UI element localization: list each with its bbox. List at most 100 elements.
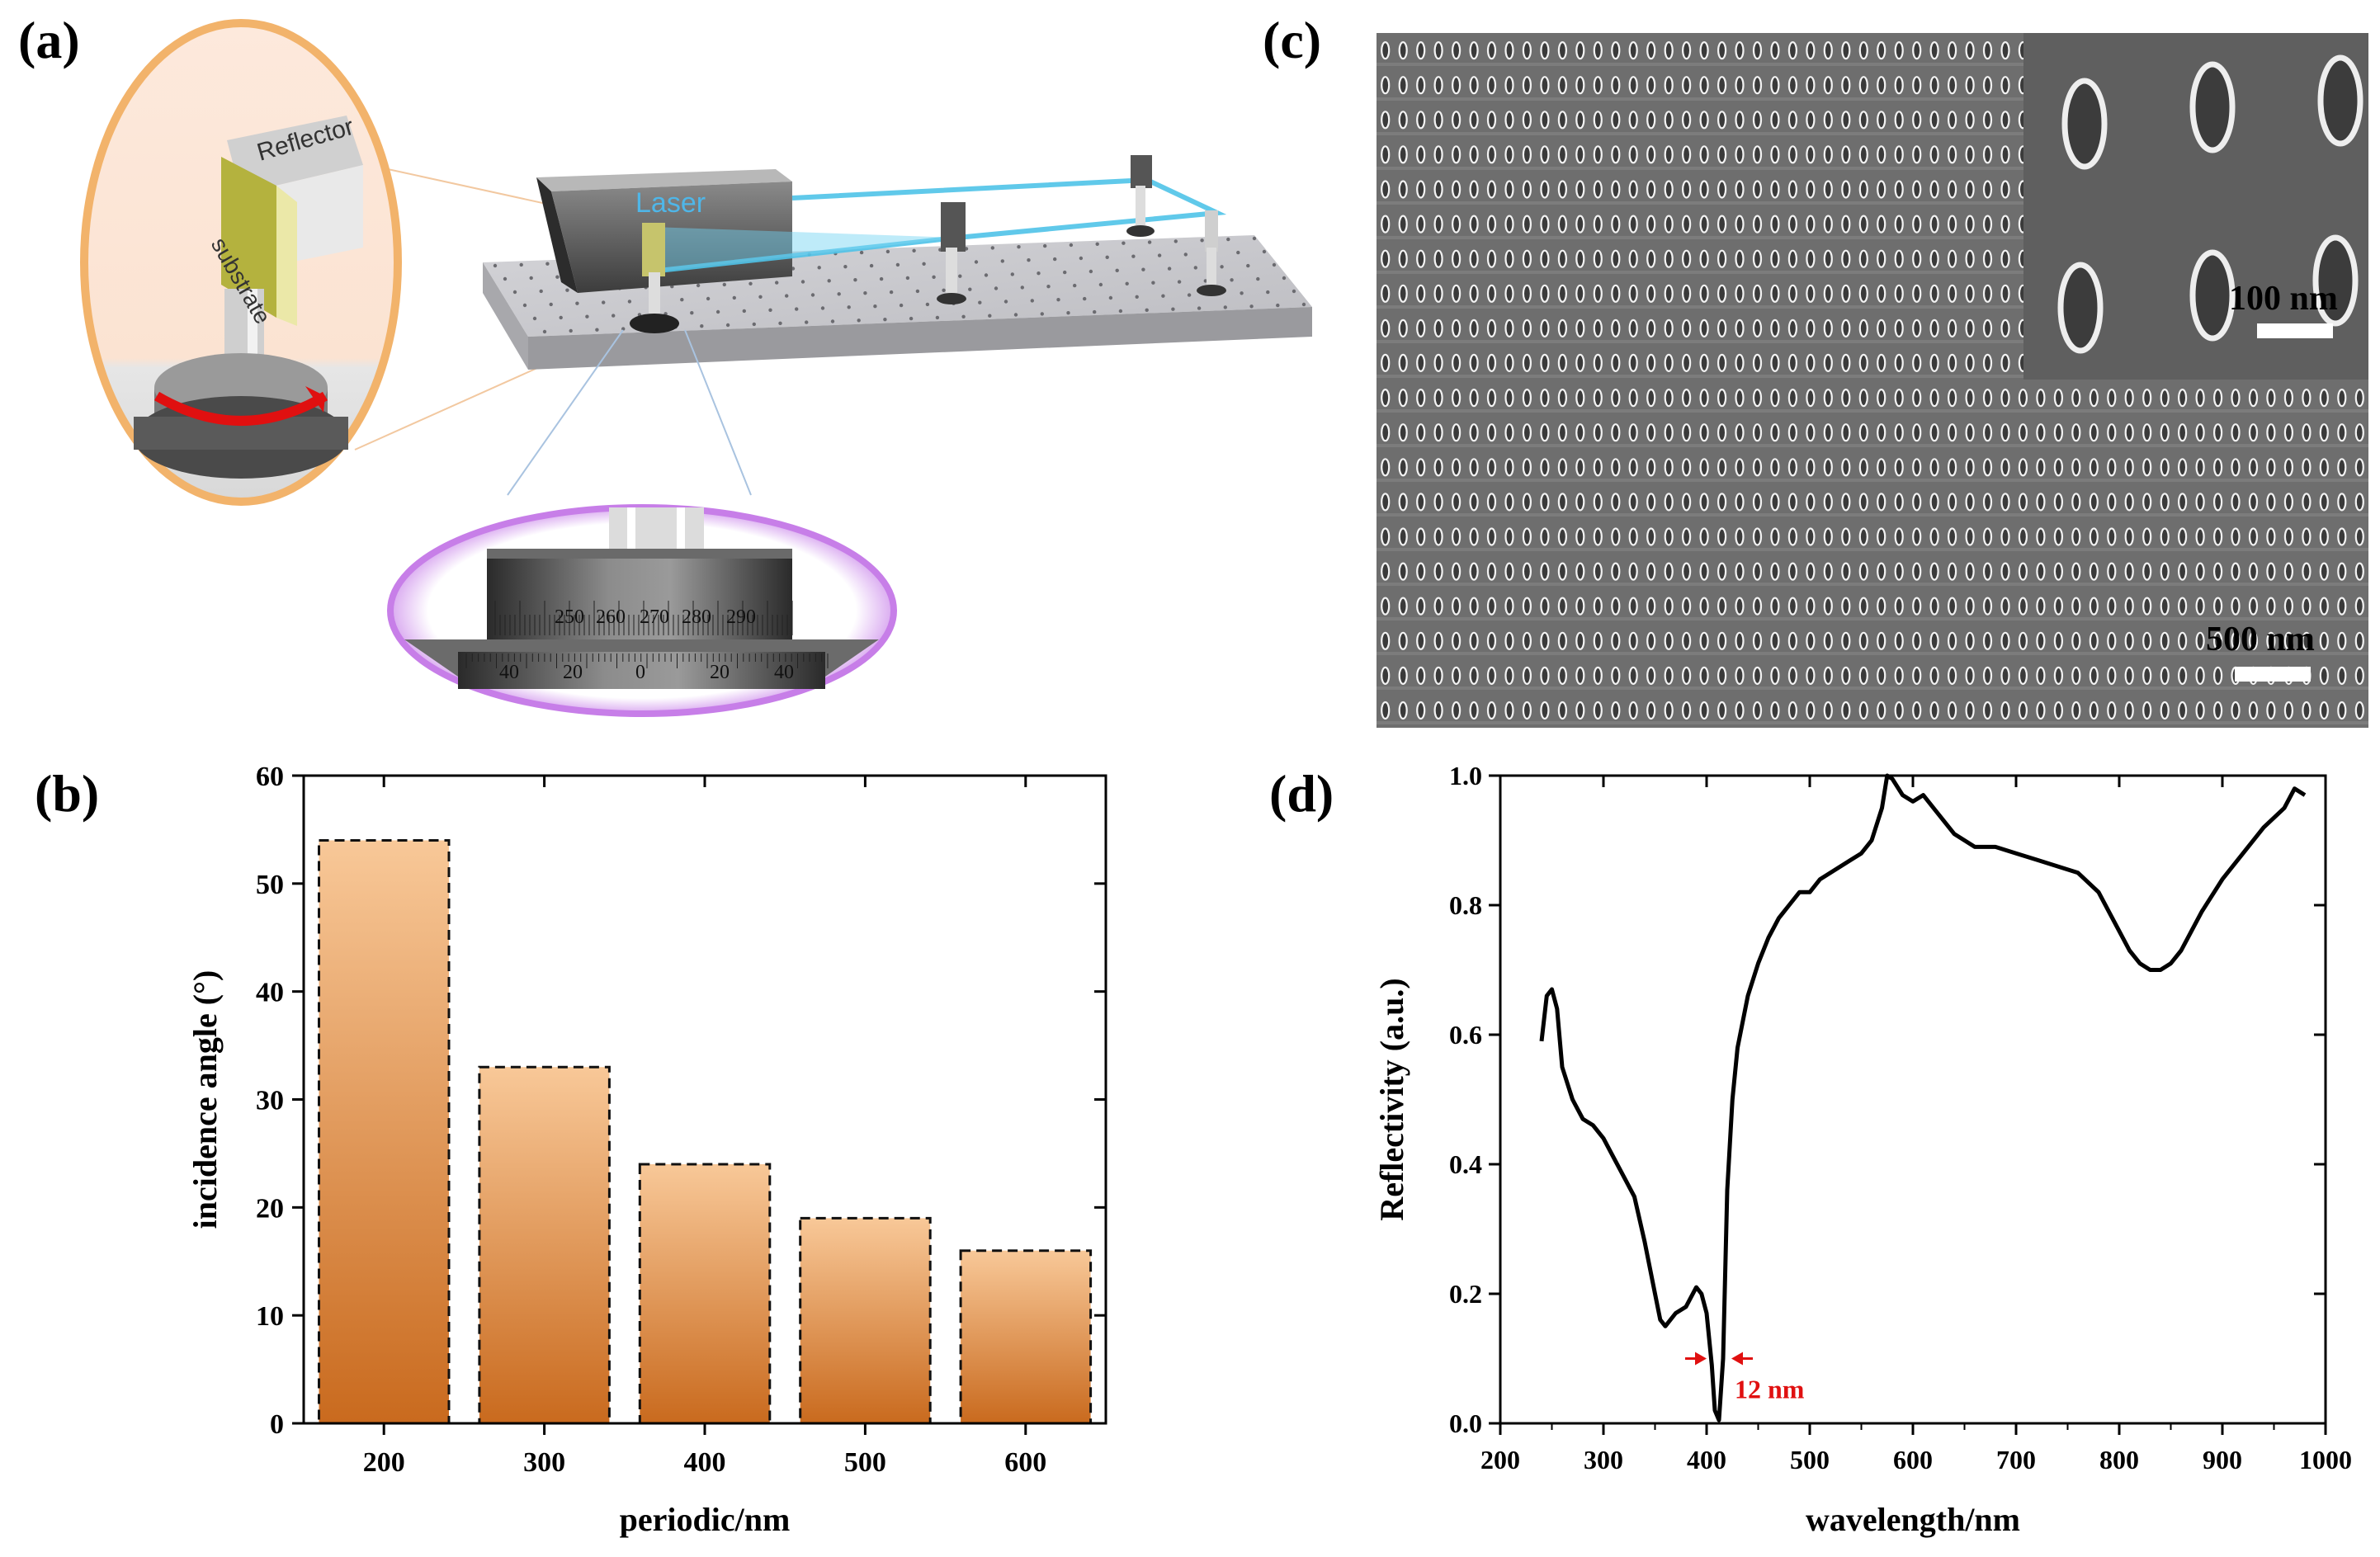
nanohole <box>1433 597 1443 616</box>
nanohole <box>2195 666 2205 686</box>
nanohole <box>1416 527 1426 546</box>
table-hole <box>1187 293 1192 297</box>
nanohole <box>1540 41 1550 60</box>
nanohole <box>1752 493 1763 512</box>
nanohole <box>1912 353 1922 372</box>
nanohole <box>1593 701 1603 720</box>
nanohole <box>2212 666 2223 686</box>
nanohole <box>2000 145 2010 164</box>
table-hole <box>612 314 616 318</box>
nanohole <box>1858 145 1868 164</box>
nanohole <box>1433 111 1443 130</box>
nanohole <box>1965 249 1975 268</box>
nanohole <box>1699 284 1709 303</box>
x-axis-label: periodic/nm <box>620 1501 791 1538</box>
nanohole <box>1416 562 1426 581</box>
nanohole <box>1806 527 1816 546</box>
nanohole <box>2248 423 2259 442</box>
nanohole <box>1699 41 1709 60</box>
nanohole <box>1699 353 1709 372</box>
nanohole <box>1593 318 1603 337</box>
nanohole <box>1894 353 1904 372</box>
nanohole <box>1823 318 1833 337</box>
nanohole <box>1486 180 1497 199</box>
nanohole <box>2089 423 2099 442</box>
table-hole <box>545 262 550 266</box>
nanohole <box>1664 666 1674 686</box>
table-hole <box>1079 256 1084 261</box>
nanohole <box>1416 493 1426 512</box>
nanohole <box>1806 389 1816 408</box>
x-tick-label: 200 <box>363 1447 405 1478</box>
nanohole <box>2195 597 2205 616</box>
nanohole <box>1469 527 1479 546</box>
nanohole <box>1682 284 1692 303</box>
nanohole <box>2089 597 2099 616</box>
nanohole <box>1929 423 1939 442</box>
nanohole <box>2319 527 2329 546</box>
nanohole <box>1699 389 1709 408</box>
nanohole <box>1965 666 1975 686</box>
nanohole <box>2124 631 2134 650</box>
nanohole <box>1611 423 1621 442</box>
table-hole <box>1193 266 1198 270</box>
nanohole <box>1416 701 1426 720</box>
nanohole <box>1433 423 1443 442</box>
table-hole <box>555 275 560 279</box>
nanohole <box>1416 76 1426 95</box>
table-hole <box>895 262 900 267</box>
nanohole <box>1858 41 1868 60</box>
nanohole <box>1894 527 1904 546</box>
nanohole <box>1664 284 1674 303</box>
nanohole <box>1486 41 1497 60</box>
nanohole <box>1929 249 1939 268</box>
nanohole <box>1717 666 1727 686</box>
nanohole <box>1504 562 1514 581</box>
nanohole <box>1823 41 1833 60</box>
nanohole <box>1841 631 1851 650</box>
nanohole <box>1628 666 1638 686</box>
nanohole <box>2177 389 2188 408</box>
nanohole <box>1717 389 1727 408</box>
nanohole <box>1646 666 1656 686</box>
nanohole <box>1381 318 1391 337</box>
table-hole <box>512 290 517 295</box>
table-hole <box>602 300 606 304</box>
nanohole <box>1451 597 1462 616</box>
nanohole <box>1416 631 1426 650</box>
nanohole <box>2036 423 2046 442</box>
table-hole <box>1236 250 1240 255</box>
y-tick-label: 0.0 <box>1449 1408 1482 1438</box>
table-hole <box>690 311 694 315</box>
nanohole <box>2142 493 2152 512</box>
nanohole <box>2036 562 2046 581</box>
nanohole <box>1894 631 1904 650</box>
nanohole <box>1398 389 1408 408</box>
nanohole <box>1398 493 1408 512</box>
nanohole <box>1611 284 1621 303</box>
sem-stripe <box>1377 375 2368 378</box>
nanohole <box>1912 318 1922 337</box>
nanohole <box>1823 76 1833 95</box>
nanohole <box>2231 701 2241 720</box>
nanohole <box>1469 423 1479 442</box>
table-hole <box>1276 303 1280 308</box>
nanohole <box>2354 701 2364 720</box>
nanohole <box>1557 458 1567 477</box>
dial-tick-label: 280 <box>682 606 711 628</box>
nanohole <box>1486 458 1497 477</box>
nanohole <box>1787 249 1797 268</box>
nanohole <box>1611 215 1621 234</box>
nanohole <box>2177 666 2188 686</box>
nanohole <box>1858 597 1868 616</box>
nanohole <box>1611 701 1621 720</box>
table-hole <box>569 328 573 333</box>
nanohole <box>2071 597 2081 616</box>
nanohole <box>1823 145 1833 164</box>
table-hole <box>1266 290 1270 295</box>
x-tick-label: 500 <box>844 1447 886 1478</box>
table-hole <box>1115 268 1119 272</box>
nanohole <box>1398 631 1408 650</box>
table-hole <box>1013 313 1018 317</box>
table-hole <box>522 303 527 308</box>
